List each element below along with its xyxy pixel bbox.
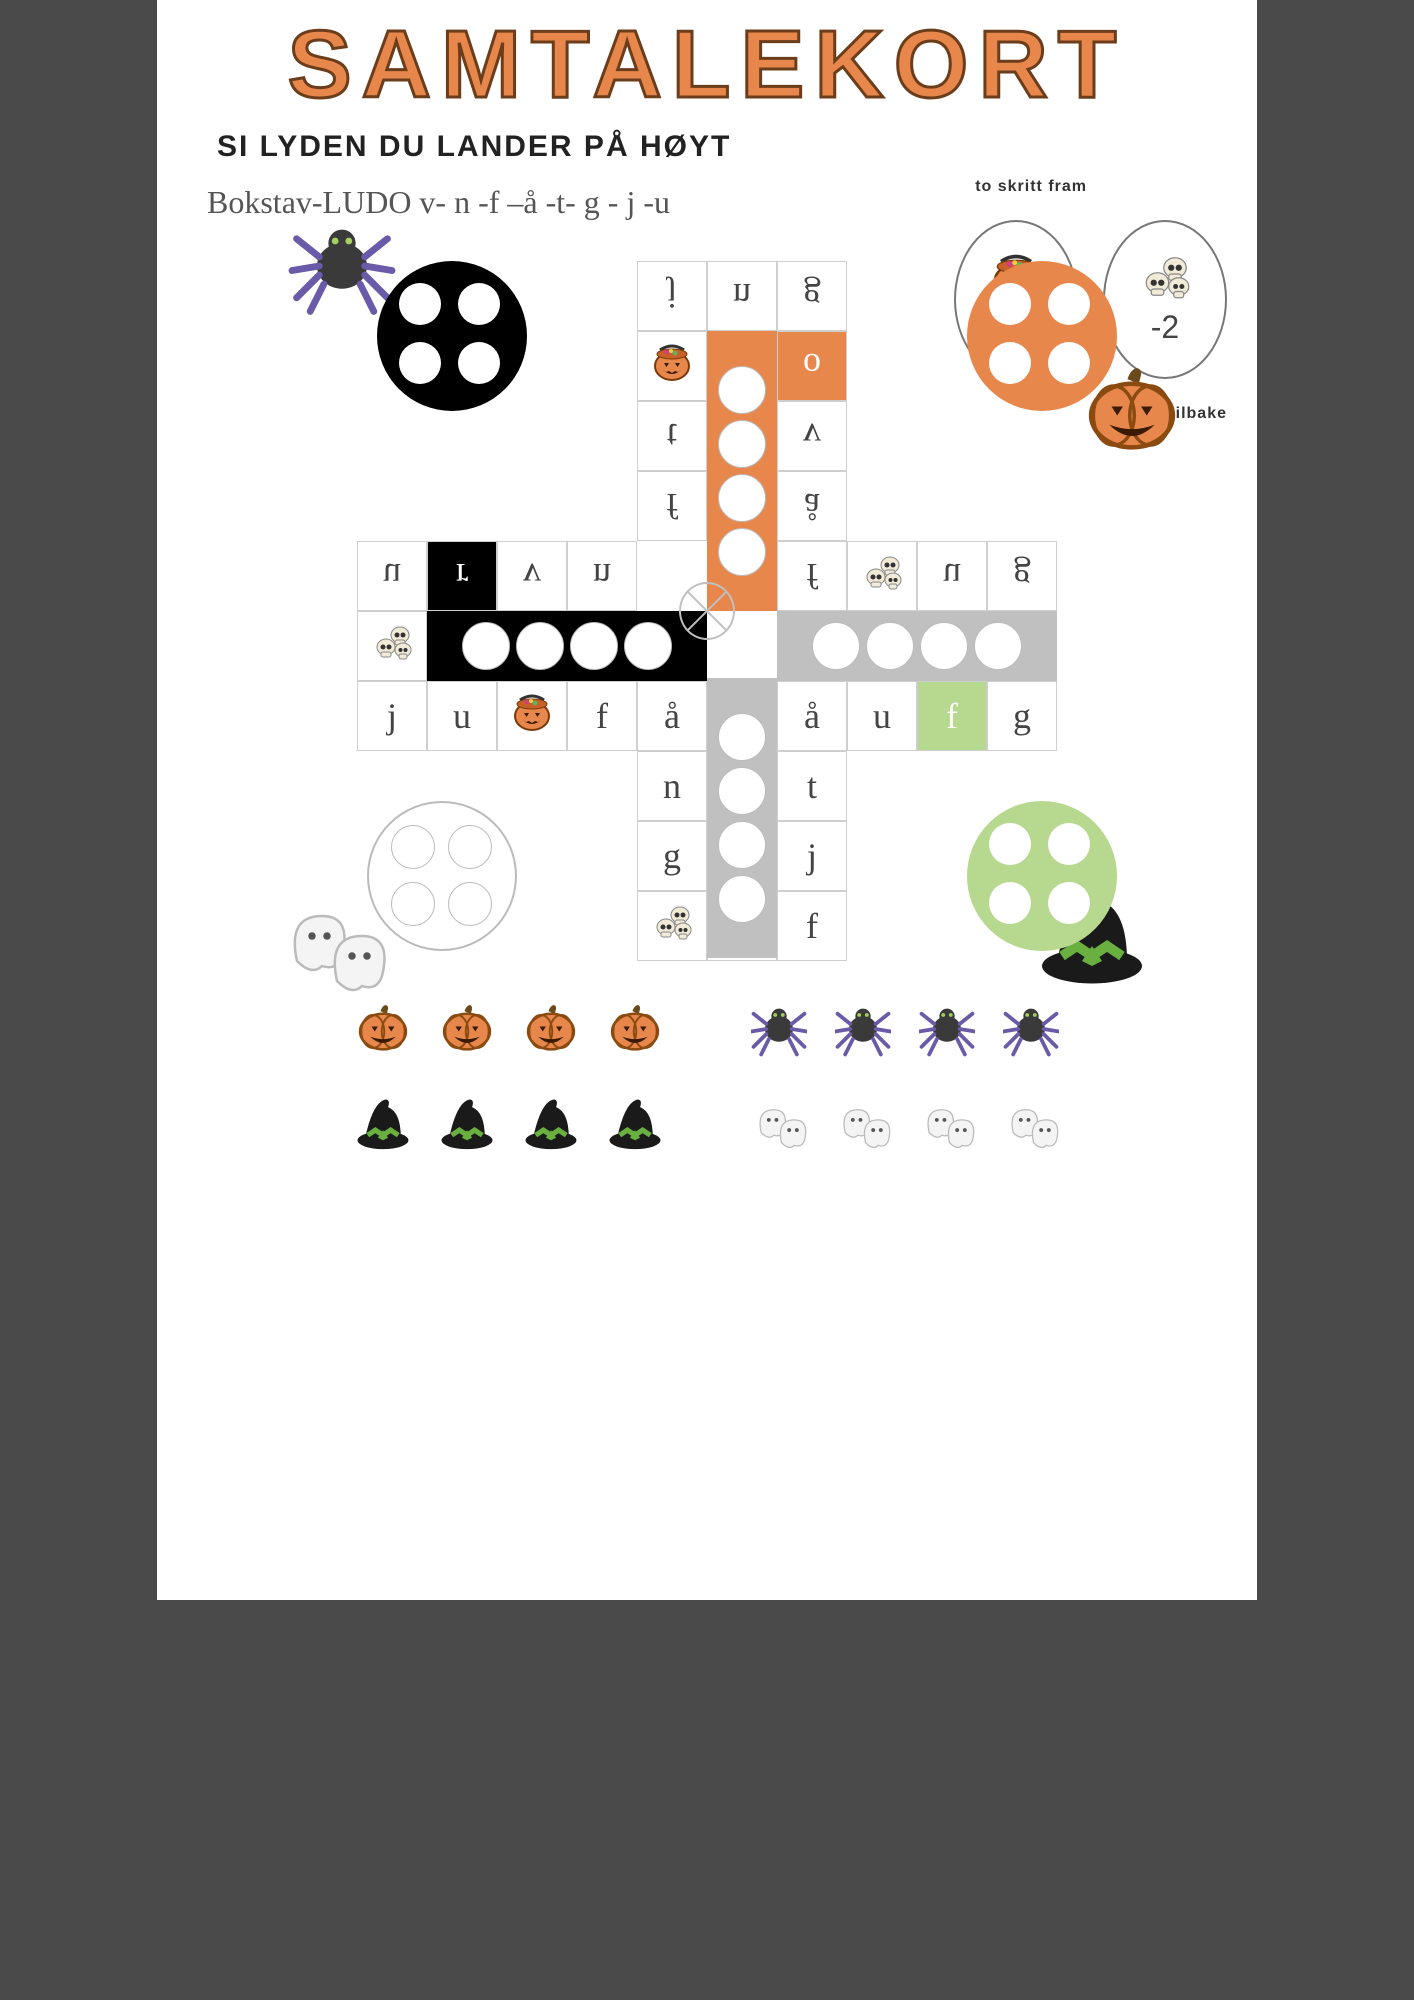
witch-hat-token[interactable] xyxy=(439,1097,495,1153)
board-cell[interactable]: g xyxy=(987,541,1057,611)
board-cell[interactable]: n xyxy=(567,541,637,611)
board-cell[interactable]: å xyxy=(777,681,847,751)
board-cell[interactable]: n xyxy=(637,751,707,821)
board-cell[interactable]: g xyxy=(777,261,847,331)
pumpkin-token[interactable] xyxy=(355,1001,411,1057)
board-cell[interactable]: v xyxy=(497,541,567,611)
pumpkin-token[interactable] xyxy=(607,1001,663,1057)
bonus-minus: -2 xyxy=(1103,220,1227,379)
ghosts-icon xyxy=(751,1097,807,1153)
hint-forward: to skritt fram xyxy=(975,178,1087,196)
pumpkin-icon xyxy=(523,1001,579,1057)
token-group-spider xyxy=(751,1001,1059,1057)
ghosts-token[interactable] xyxy=(835,1097,891,1153)
spider-icon xyxy=(751,1001,807,1057)
board-center-circle xyxy=(679,583,735,639)
pumpkin-icon xyxy=(439,1001,495,1057)
board-cell[interactable]: f xyxy=(777,541,847,611)
pumpkin-icon xyxy=(607,1001,663,1057)
board-cell[interactable]: v xyxy=(777,401,847,471)
token-rows xyxy=(177,991,1237,1163)
board-cell[interactable]: r xyxy=(427,541,497,611)
skulls-icon xyxy=(370,624,414,668)
ghosts-icon xyxy=(835,1097,891,1153)
pumpkin-bucket-icon xyxy=(650,344,694,388)
spider-token[interactable] xyxy=(919,1001,975,1057)
board-cell[interactable]: n xyxy=(707,261,777,331)
board-cell[interactable]: å xyxy=(637,681,707,751)
witch-hat-token[interactable] xyxy=(523,1097,579,1153)
ghosts-icon xyxy=(1003,1097,1059,1153)
ludo-board: jgotvfånåntgjfuujruvnffugtåufg xyxy=(357,261,1057,961)
board-cell[interactable]: j xyxy=(357,681,427,751)
worksheet-page: SAMTALEKORT SI LYDEN DU LANDER PÅ HØYT t… xyxy=(157,0,1257,1600)
spider-token[interactable] xyxy=(1003,1001,1059,1057)
board-cell[interactable]: u xyxy=(917,541,987,611)
spider-token[interactable] xyxy=(751,1001,807,1057)
bonus-minus-label: -2 xyxy=(1151,309,1179,346)
home-green xyxy=(777,611,1057,681)
page-title: SAMTALEKORT xyxy=(177,10,1237,120)
skulls-icon xyxy=(650,904,694,948)
board-cell[interactable]: u xyxy=(357,541,427,611)
board-cell[interactable]: g xyxy=(987,681,1057,751)
witch-hat-icon xyxy=(439,1097,495,1153)
home-white xyxy=(707,678,777,958)
subtitle: SI LYDEN DU LANDER PÅ HØYT xyxy=(217,130,1197,164)
witch-hat-icon xyxy=(355,1097,411,1153)
witch-hat-icon xyxy=(523,1097,579,1153)
board-cell[interactable]: f xyxy=(567,681,637,751)
ghosts-token[interactable] xyxy=(919,1097,975,1153)
spider-icon xyxy=(835,1001,891,1057)
board-cell[interactable] xyxy=(637,891,707,961)
pumpkin-bucket-icon xyxy=(510,694,554,738)
spider-token[interactable] xyxy=(835,1001,891,1057)
board-cell[interactable]: t xyxy=(777,751,847,821)
token-group-witch-hat xyxy=(355,1097,663,1153)
board-cell[interactable]: f xyxy=(917,681,987,751)
board-cell[interactable]: o xyxy=(777,331,847,401)
board-cell[interactable]: t xyxy=(637,401,707,471)
board-cell[interactable] xyxy=(637,331,707,401)
board-cell[interactable] xyxy=(357,611,427,681)
ghosts-icon xyxy=(919,1097,975,1153)
witch-hat-token[interactable] xyxy=(355,1097,411,1153)
spider-icon xyxy=(919,1001,975,1057)
board-cell[interactable]: j xyxy=(777,821,847,891)
board-cell[interactable]: å xyxy=(777,471,847,541)
board-cell[interactable]: f xyxy=(637,471,707,541)
skulls-icon xyxy=(1135,254,1195,304)
board-cell[interactable]: u xyxy=(847,681,917,751)
witch-hat-icon xyxy=(607,1097,663,1153)
ghosts-token[interactable] xyxy=(751,1097,807,1153)
pumpkin-token[interactable] xyxy=(439,1001,495,1057)
board-cell[interactable]: u xyxy=(427,681,497,751)
token-group-pumpkin xyxy=(355,1001,663,1057)
board-cell[interactable] xyxy=(847,541,917,611)
witch-hat-token[interactable] xyxy=(607,1097,663,1153)
board-cell[interactable]: f xyxy=(777,891,847,961)
skulls-icon xyxy=(860,554,904,598)
ghosts-token[interactable] xyxy=(1003,1097,1059,1153)
pumpkin-token[interactable] xyxy=(523,1001,579,1057)
board-cell[interactable]: j xyxy=(637,261,707,331)
pumpkin-icon xyxy=(355,1001,411,1057)
token-group-ghosts xyxy=(751,1097,1059,1153)
spider-icon xyxy=(1003,1001,1059,1057)
board-cell[interactable] xyxy=(497,681,567,751)
board-cell[interactable]: g xyxy=(637,821,707,891)
